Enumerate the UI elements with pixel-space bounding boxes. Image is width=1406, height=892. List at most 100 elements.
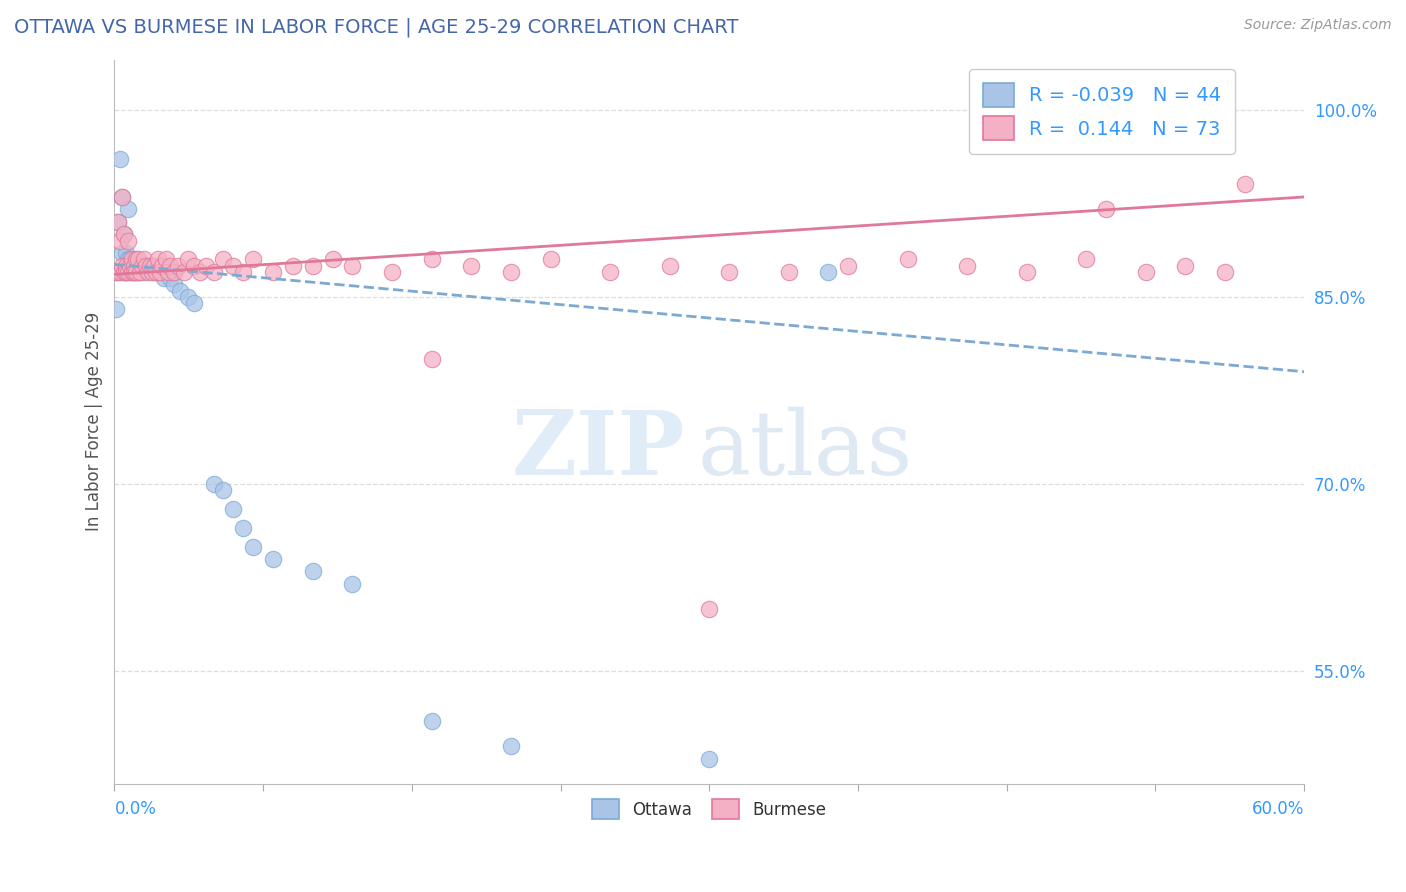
Point xyxy=(105,265,128,279)
Point xyxy=(115,246,138,260)
Point xyxy=(117,202,139,217)
Point xyxy=(134,265,156,279)
Point xyxy=(112,227,135,242)
Point xyxy=(322,252,344,267)
Point xyxy=(460,259,482,273)
Point xyxy=(107,215,129,229)
Point xyxy=(107,215,129,229)
Point xyxy=(697,602,720,616)
Point xyxy=(110,265,132,279)
Legend: Ottawa, Burmese: Ottawa, Burmese xyxy=(586,792,832,826)
Point xyxy=(163,265,186,279)
Point xyxy=(1074,252,1097,267)
Point xyxy=(107,265,129,279)
Point xyxy=(111,190,134,204)
Point xyxy=(232,265,254,279)
Point xyxy=(342,577,364,591)
Y-axis label: In Labor Force | Age 25-29: In Labor Force | Age 25-29 xyxy=(86,312,103,532)
Point xyxy=(1213,265,1236,279)
Point xyxy=(122,265,145,279)
Point xyxy=(129,265,152,279)
Point xyxy=(159,259,181,273)
Point xyxy=(232,521,254,535)
Point xyxy=(183,259,205,273)
Point xyxy=(117,265,139,279)
Point xyxy=(125,265,148,279)
Point xyxy=(121,252,143,267)
Point xyxy=(222,502,245,516)
Point xyxy=(169,284,191,298)
Point xyxy=(127,252,149,267)
Point xyxy=(143,259,166,273)
Point xyxy=(122,259,145,273)
Point xyxy=(125,265,148,279)
Point xyxy=(420,714,443,729)
Point xyxy=(778,265,800,279)
Point xyxy=(139,259,162,273)
Point xyxy=(1174,259,1197,273)
Point xyxy=(149,265,172,279)
Point xyxy=(105,265,128,279)
Point xyxy=(599,265,621,279)
Point xyxy=(173,265,195,279)
Point xyxy=(131,259,153,273)
Point xyxy=(115,259,138,273)
Point xyxy=(141,265,163,279)
Point xyxy=(177,252,200,267)
Point xyxy=(281,259,304,273)
Point xyxy=(301,259,323,273)
Point xyxy=(897,252,920,267)
Point xyxy=(143,265,166,279)
Point xyxy=(420,352,443,367)
Point xyxy=(135,259,157,273)
Point xyxy=(122,259,145,273)
Point xyxy=(112,265,135,279)
Point xyxy=(212,252,235,267)
Point xyxy=(301,565,323,579)
Point xyxy=(177,290,200,304)
Point xyxy=(381,265,404,279)
Point xyxy=(1095,202,1118,217)
Point xyxy=(122,265,145,279)
Point xyxy=(242,540,264,554)
Point xyxy=(136,265,159,279)
Point xyxy=(120,265,142,279)
Point xyxy=(153,271,176,285)
Point xyxy=(111,259,134,273)
Point xyxy=(125,252,148,267)
Point xyxy=(110,153,132,167)
Point xyxy=(111,246,134,260)
Point xyxy=(120,259,142,273)
Point xyxy=(1135,265,1157,279)
Point xyxy=(139,259,162,273)
Point xyxy=(194,259,217,273)
Point xyxy=(262,552,284,566)
Point xyxy=(121,265,143,279)
Point xyxy=(222,259,245,273)
Point xyxy=(342,259,364,273)
Point xyxy=(121,265,143,279)
Point xyxy=(1015,265,1038,279)
Point xyxy=(540,252,562,267)
Point xyxy=(242,252,264,267)
Point xyxy=(1233,178,1256,192)
Point xyxy=(499,265,522,279)
Point xyxy=(134,252,156,267)
Point xyxy=(115,265,138,279)
Point xyxy=(163,277,186,292)
Point xyxy=(117,252,139,267)
Text: 60.0%: 60.0% xyxy=(1251,800,1305,818)
Point xyxy=(135,259,157,273)
Point xyxy=(150,259,173,273)
Point xyxy=(212,483,235,498)
Point xyxy=(129,265,152,279)
Point xyxy=(718,265,741,279)
Point xyxy=(156,265,179,279)
Point xyxy=(658,259,681,273)
Point xyxy=(817,265,839,279)
Point xyxy=(697,752,720,766)
Text: Source: ZipAtlas.com: Source: ZipAtlas.com xyxy=(1244,18,1392,32)
Point xyxy=(146,252,169,267)
Point xyxy=(167,259,190,273)
Text: 0.0%: 0.0% xyxy=(114,800,156,818)
